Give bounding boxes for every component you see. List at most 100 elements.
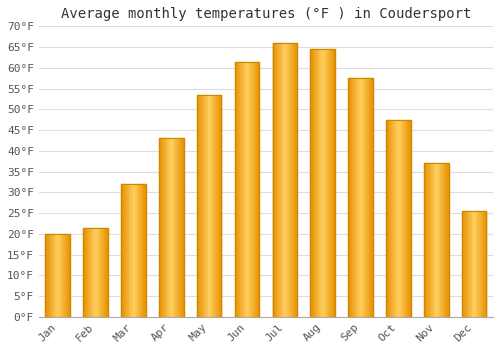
- Bar: [310, 49, 311, 317]
- Bar: [350, 78, 352, 317]
- Bar: [85, 228, 86, 317]
- Bar: [51, 234, 52, 317]
- Bar: [254, 62, 255, 317]
- Bar: [60, 234, 61, 317]
- Bar: [402, 120, 404, 317]
- Bar: [311, 49, 312, 317]
- Bar: [84, 228, 108, 317]
- Bar: [130, 184, 131, 317]
- Bar: [485, 211, 486, 317]
- Bar: [219, 95, 220, 317]
- Bar: [483, 211, 484, 317]
- Bar: [349, 78, 350, 317]
- Bar: [68, 234, 69, 317]
- Bar: [318, 49, 320, 317]
- Bar: [354, 78, 355, 317]
- Bar: [434, 163, 436, 317]
- Bar: [276, 43, 278, 317]
- Bar: [99, 228, 100, 317]
- Bar: [476, 211, 478, 317]
- Bar: [256, 62, 257, 317]
- Bar: [272, 43, 274, 317]
- Bar: [395, 120, 396, 317]
- Bar: [54, 234, 56, 317]
- Bar: [215, 95, 216, 317]
- Bar: [478, 211, 479, 317]
- Bar: [321, 49, 322, 317]
- Bar: [441, 163, 442, 317]
- Bar: [368, 78, 369, 317]
- Bar: [218, 95, 219, 317]
- Bar: [280, 43, 281, 317]
- Bar: [57, 234, 58, 317]
- Bar: [433, 163, 434, 317]
- Bar: [258, 62, 260, 317]
- Bar: [201, 95, 202, 317]
- Bar: [131, 184, 132, 317]
- Bar: [247, 62, 248, 317]
- Bar: [356, 78, 358, 317]
- Bar: [348, 78, 349, 317]
- Bar: [237, 62, 238, 317]
- Title: Average monthly temperatures (°F ) in Coudersport: Average monthly temperatures (°F ) in Co…: [60, 7, 471, 21]
- Bar: [69, 234, 70, 317]
- Bar: [317, 49, 318, 317]
- Bar: [211, 95, 212, 317]
- Bar: [132, 184, 134, 317]
- Bar: [50, 234, 51, 317]
- Bar: [170, 138, 172, 317]
- Bar: [136, 184, 138, 317]
- Bar: [177, 138, 178, 317]
- Bar: [212, 95, 214, 317]
- Bar: [386, 120, 410, 317]
- Bar: [310, 49, 335, 317]
- Bar: [331, 49, 332, 317]
- Bar: [242, 62, 243, 317]
- Bar: [479, 211, 480, 317]
- Bar: [124, 184, 125, 317]
- Bar: [160, 138, 162, 317]
- Bar: [320, 49, 321, 317]
- Bar: [65, 234, 66, 317]
- Bar: [446, 163, 447, 317]
- Bar: [316, 49, 317, 317]
- Bar: [282, 43, 283, 317]
- Bar: [274, 43, 275, 317]
- Bar: [56, 234, 57, 317]
- Bar: [464, 211, 465, 317]
- Bar: [424, 163, 448, 317]
- Bar: [138, 184, 139, 317]
- Bar: [255, 62, 256, 317]
- Bar: [178, 138, 180, 317]
- Bar: [387, 120, 388, 317]
- Bar: [425, 163, 426, 317]
- Bar: [46, 234, 70, 317]
- Bar: [167, 138, 168, 317]
- Bar: [174, 138, 176, 317]
- Bar: [475, 211, 476, 317]
- Bar: [208, 95, 209, 317]
- Bar: [46, 234, 47, 317]
- Bar: [246, 62, 247, 317]
- Bar: [172, 138, 173, 317]
- Bar: [66, 234, 67, 317]
- Bar: [248, 62, 250, 317]
- Bar: [397, 120, 398, 317]
- Bar: [47, 234, 48, 317]
- Bar: [234, 62, 236, 317]
- Bar: [210, 95, 211, 317]
- Bar: [294, 43, 296, 317]
- Bar: [462, 211, 464, 317]
- Bar: [474, 211, 475, 317]
- Bar: [135, 184, 136, 317]
- Bar: [236, 62, 237, 317]
- Bar: [200, 95, 201, 317]
- Bar: [220, 95, 222, 317]
- Bar: [243, 62, 244, 317]
- Bar: [140, 184, 141, 317]
- Bar: [424, 163, 425, 317]
- Bar: [176, 138, 177, 317]
- Bar: [372, 78, 373, 317]
- Bar: [285, 43, 286, 317]
- Bar: [325, 49, 326, 317]
